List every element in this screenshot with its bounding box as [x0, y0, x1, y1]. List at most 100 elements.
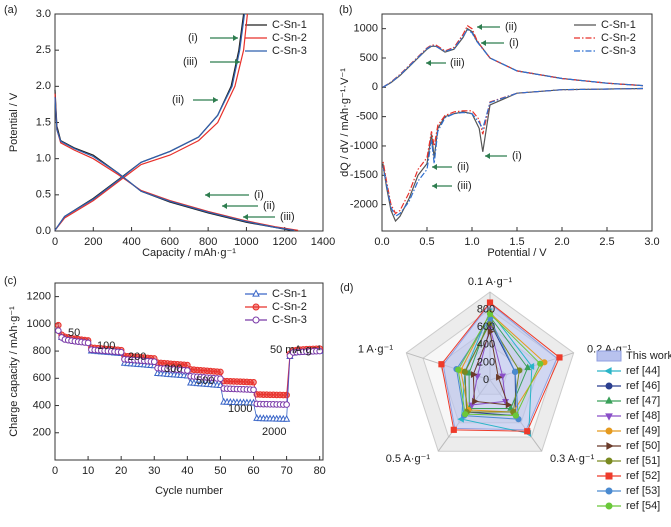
y-tick-label: 200 — [33, 427, 51, 439]
legend-marker — [605, 382, 613, 390]
marker — [184, 367, 191, 374]
y-tick-label: 3.0 — [36, 8, 51, 20]
annotation: 100 — [97, 340, 115, 352]
marker — [217, 375, 224, 383]
x-tick-label: 30 — [148, 465, 160, 477]
annotation-arrowhead — [233, 35, 238, 41]
annotation: (iii) — [457, 180, 472, 192]
series-polygon — [468, 315, 529, 409]
annotation-arrowhead — [235, 59, 240, 65]
y-tick-label: -1500 — [350, 169, 378, 181]
series-polygon — [455, 317, 519, 420]
r-tick-label: 800 — [477, 304, 495, 316]
marker — [283, 401, 290, 408]
marker — [487, 328, 495, 336]
marker — [527, 362, 535, 370]
x-tick-label: 10 — [82, 465, 94, 477]
annotation: (iii) — [280, 211, 295, 223]
x-tick-label: 0 — [52, 465, 58, 477]
legend-label: ref [44] — [626, 365, 660, 377]
axis-category-label: 0.3 A·g⁻¹ — [550, 453, 595, 465]
annotation: (ii) — [505, 21, 517, 33]
marker — [512, 412, 519, 419]
marker — [507, 404, 515, 411]
annotation-arrowhead — [485, 153, 490, 159]
legend-marker — [252, 303, 260, 311]
y-tick-label: 1000 — [27, 318, 51, 330]
annotation: (i) — [254, 189, 264, 201]
axis-category-label: 0.1 A·g⁻¹ — [468, 276, 513, 288]
marker — [462, 411, 469, 418]
marker — [217, 368, 224, 376]
y-tick-label: 0.0 — [36, 225, 51, 237]
y-tick-label: 1.5 — [36, 116, 51, 128]
r-tick-label: 200 — [477, 356, 495, 368]
r-tick-label: 0 — [483, 374, 489, 386]
y-tick-label: 0 — [372, 81, 378, 93]
annotation-arrowhead — [481, 40, 486, 46]
legend-marker — [252, 289, 260, 297]
series-polygon — [464, 321, 520, 413]
y-tick-label: 1200 — [27, 291, 51, 303]
marker — [55, 327, 62, 334]
panel-label: (a) — [4, 4, 17, 16]
marker — [468, 402, 476, 410]
y-tick-label: 800 — [33, 345, 51, 357]
y-axis-label: Charge capacity / mAh·g⁻¹ — [8, 306, 20, 437]
y-tick-label: 2.0 — [36, 80, 51, 92]
annotation: (i) — [188, 32, 198, 44]
r-tick-label: 600 — [477, 321, 495, 333]
marker — [55, 321, 62, 329]
x-tick-label: 400 — [122, 236, 140, 248]
x-tick-label: 0.5 — [419, 236, 434, 248]
x-tick-label: 20 — [115, 465, 127, 477]
x-tick-label: 40 — [181, 465, 193, 477]
marker — [524, 363, 532, 371]
x-axis-label: Capacity / mAh·g⁻¹ — [142, 247, 236, 259]
y-tick-label: 400 — [33, 399, 51, 411]
series-polygon — [472, 329, 509, 406]
legend-label: C-Sn-3 — [272, 45, 307, 57]
legend-label: ref [53] — [626, 485, 660, 497]
annotation: 50 mA·g⁻¹ — [270, 344, 321, 356]
marker — [499, 373, 506, 381]
r-tick-label: 400 — [477, 339, 495, 351]
y-tick-label: 1.0 — [36, 153, 51, 165]
annotation-arrowhead — [432, 183, 437, 189]
x-tick-label: 80 — [314, 465, 326, 477]
y-axis-label: Potential / V — [8, 92, 20, 152]
marker — [250, 386, 257, 394]
legend-label: C-Sn-2 — [601, 32, 636, 44]
marker — [524, 428, 531, 435]
marker — [438, 361, 445, 368]
x-tick-label: 2.5 — [599, 236, 614, 248]
series-line — [54, 13, 295, 231]
legend-label: ref [51] — [626, 455, 660, 467]
x-axis-label: Cycle number — [155, 485, 223, 497]
annotation: 300 — [164, 363, 182, 375]
y-tick-label: 600 — [33, 372, 51, 384]
x-tick-label: 1.5 — [509, 236, 524, 248]
x-tick-label: 60 — [247, 465, 259, 477]
x-tick-label: 1000 — [234, 236, 258, 248]
legend-label: C-Sn-1 — [601, 19, 636, 31]
x-tick-label: 50 — [214, 465, 226, 477]
x-tick-label: 3.0 — [644, 236, 659, 248]
x-tick-label: 0 — [52, 236, 58, 248]
marker — [486, 299, 494, 306]
marker — [117, 348, 125, 356]
marker — [537, 360, 544, 367]
marker — [556, 354, 563, 361]
y-tick-label: -500 — [356, 111, 378, 123]
y-tick-label: 1000 — [354, 23, 378, 35]
marker — [472, 397, 479, 405]
annotation-arrowhead — [426, 60, 431, 66]
annotation: (ii) — [172, 94, 184, 106]
marker — [474, 373, 481, 381]
annotation: 200 — [128, 351, 146, 363]
x-tick-label: 0.0 — [374, 236, 389, 248]
marker — [470, 371, 478, 378]
legend-label: ref [46] — [626, 380, 660, 392]
annotation: (ii) — [457, 161, 469, 173]
